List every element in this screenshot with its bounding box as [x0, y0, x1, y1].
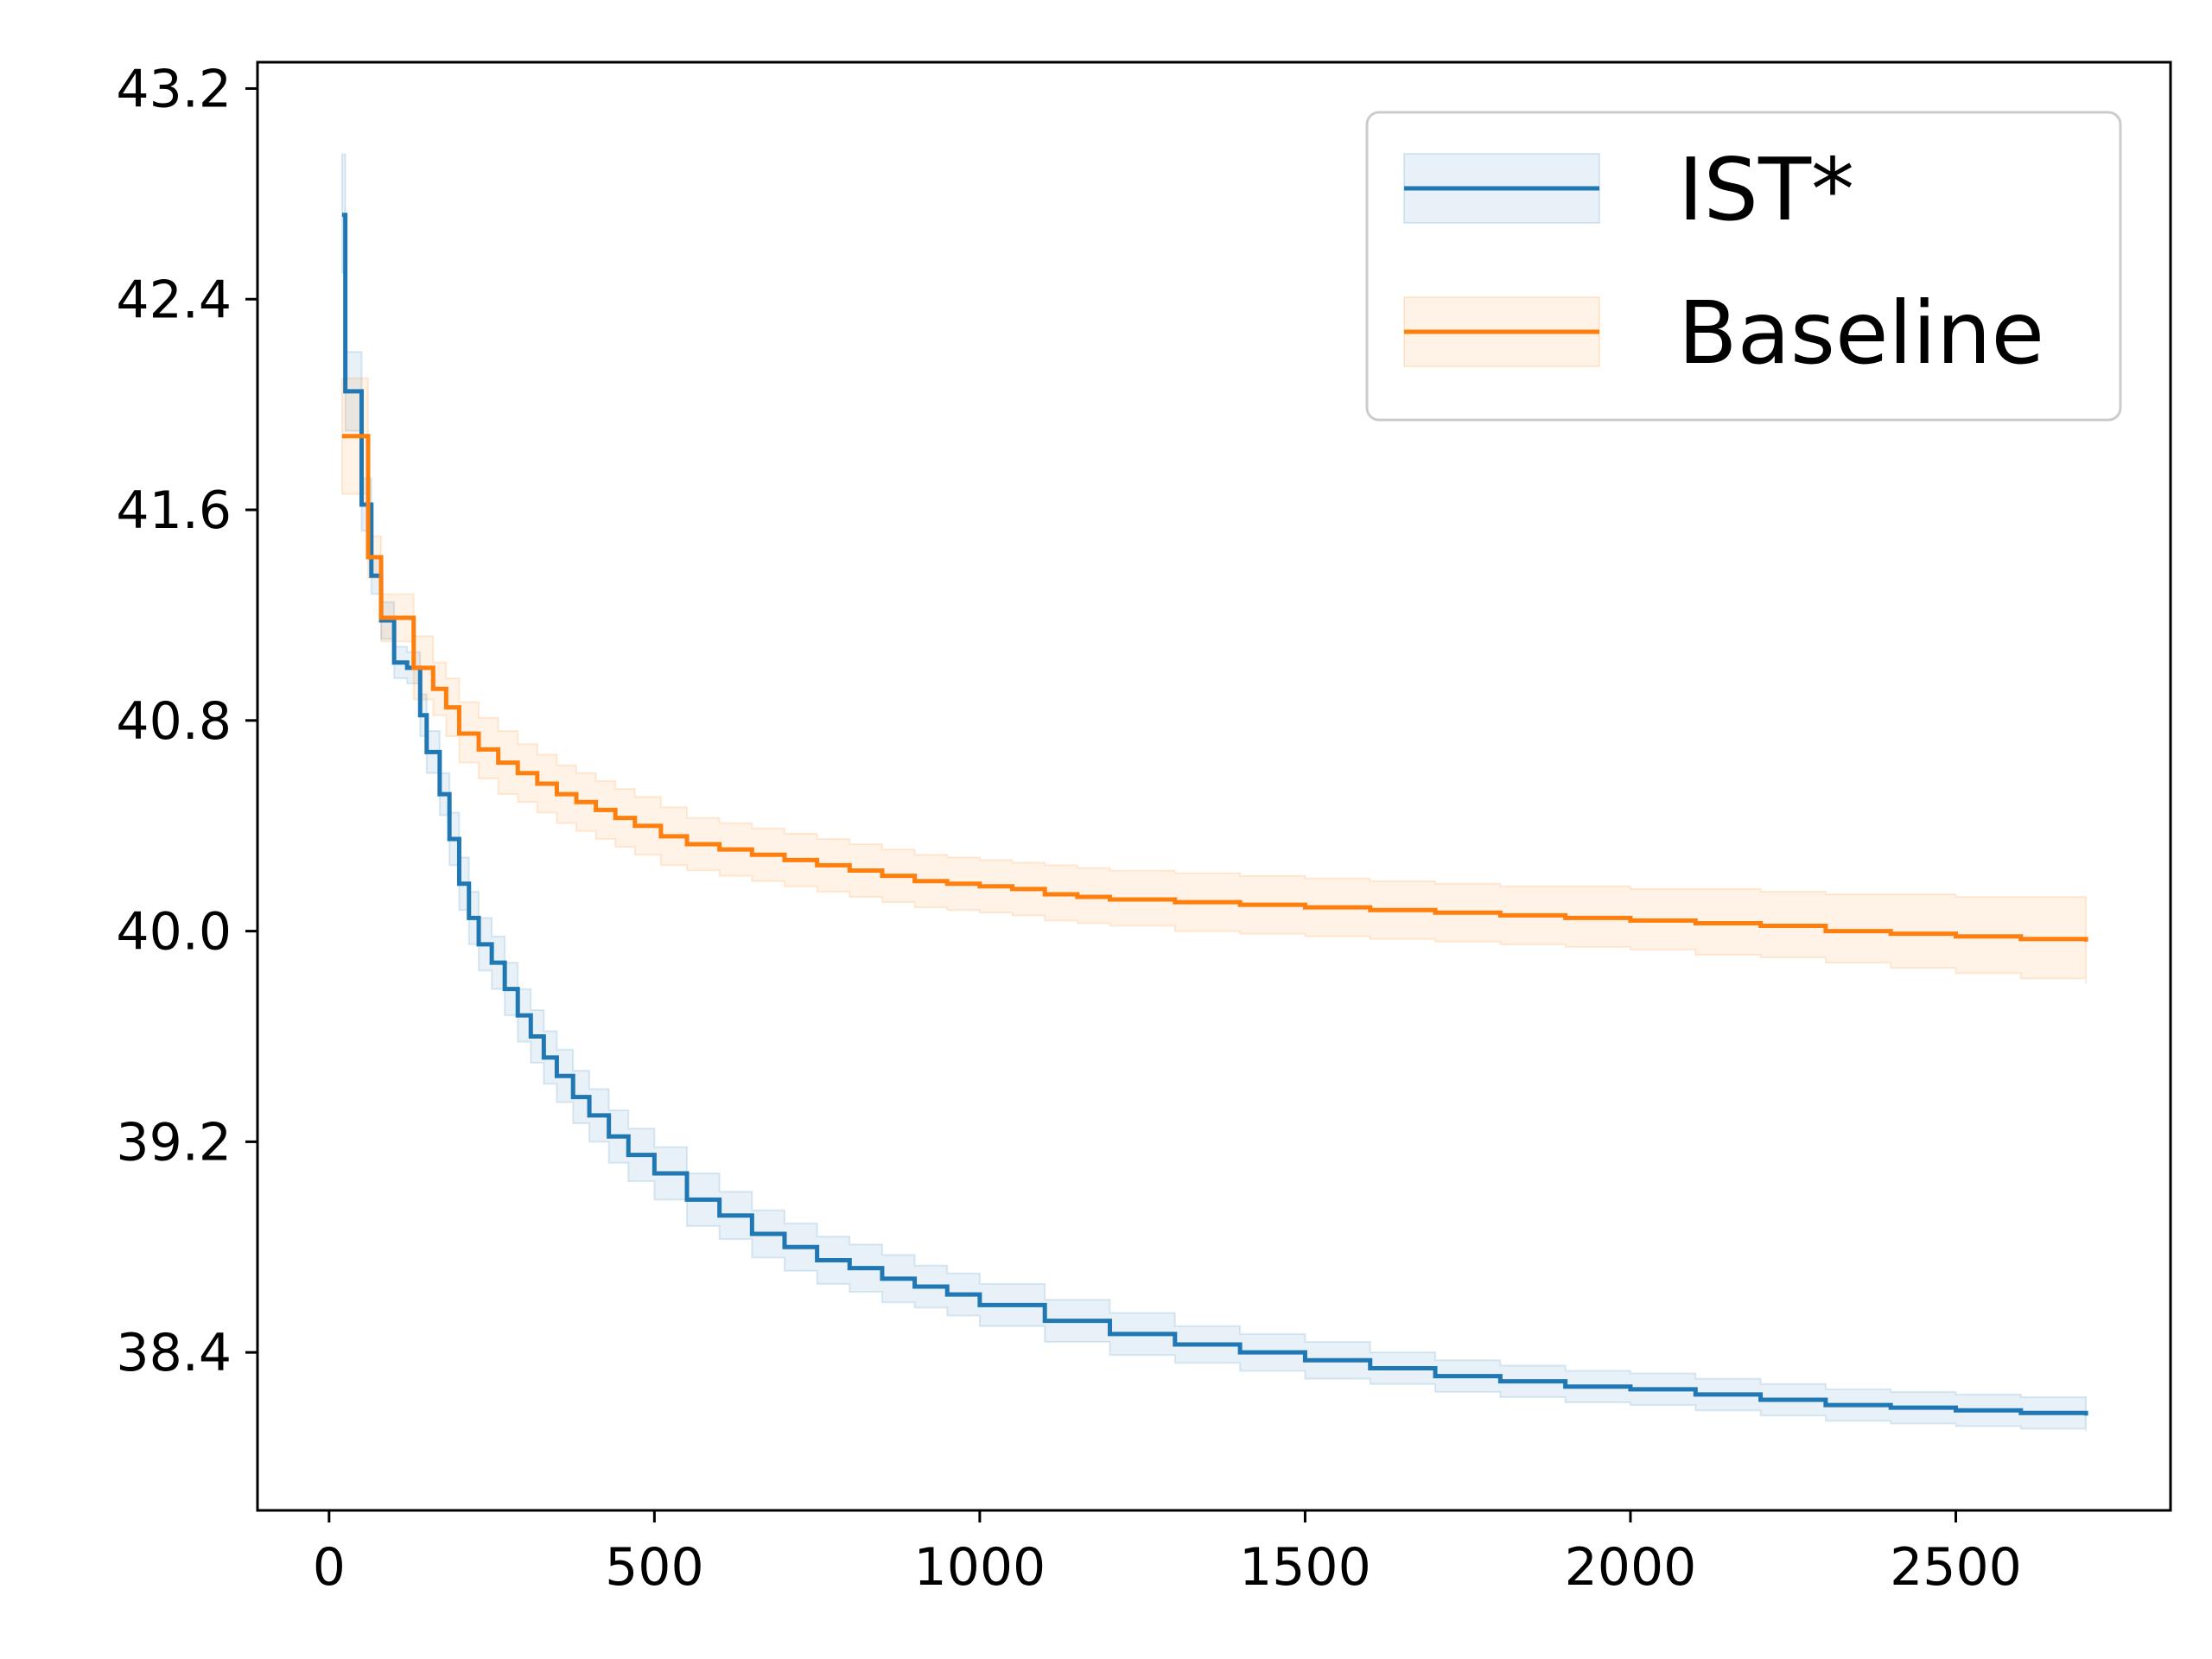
series-line-ist [341, 213, 2088, 1416]
x-axis: 0 500 1000 1500 2000 2500 [313, 1510, 2022, 1598]
x-tick-label: 2000 [1565, 1537, 1697, 1598]
y-tick-label: 39.2 [116, 1112, 232, 1173]
confidence-bands [340, 153, 2088, 1432]
y-tick-label: 43.2 [116, 59, 232, 119]
legend: IST* Baseline [1365, 111, 2122, 422]
series-line-baseline [341, 434, 2088, 942]
y-tick-label: 40.0 [116, 902, 232, 963]
legend-label: Baseline [1678, 283, 2044, 384]
y-tick-label: 38.4 [116, 1323, 232, 1383]
x-tick-label: 2500 [1890, 1537, 2022, 1598]
y-axis: 43.2 42.4 41.6 40.8 40.0 39.2 38.4 [116, 59, 257, 1383]
y-tick-label: 42.4 [116, 270, 232, 330]
series-lines [341, 213, 2088, 1416]
legend-label: IST* [1678, 139, 1854, 240]
y-tick-label: 40.8 [116, 691, 232, 752]
band-ist [340, 153, 2088, 1432]
y-tick-label: 41.6 [116, 480, 232, 541]
band-baseline [340, 377, 2088, 984]
x-tick-label: 1000 [914, 1537, 1046, 1598]
x-tick-label: 500 [605, 1537, 704, 1598]
x-tick-label: 0 [313, 1537, 346, 1598]
x-tick-label: 1500 [1239, 1537, 1371, 1598]
plot-frame [256, 60, 2172, 1512]
